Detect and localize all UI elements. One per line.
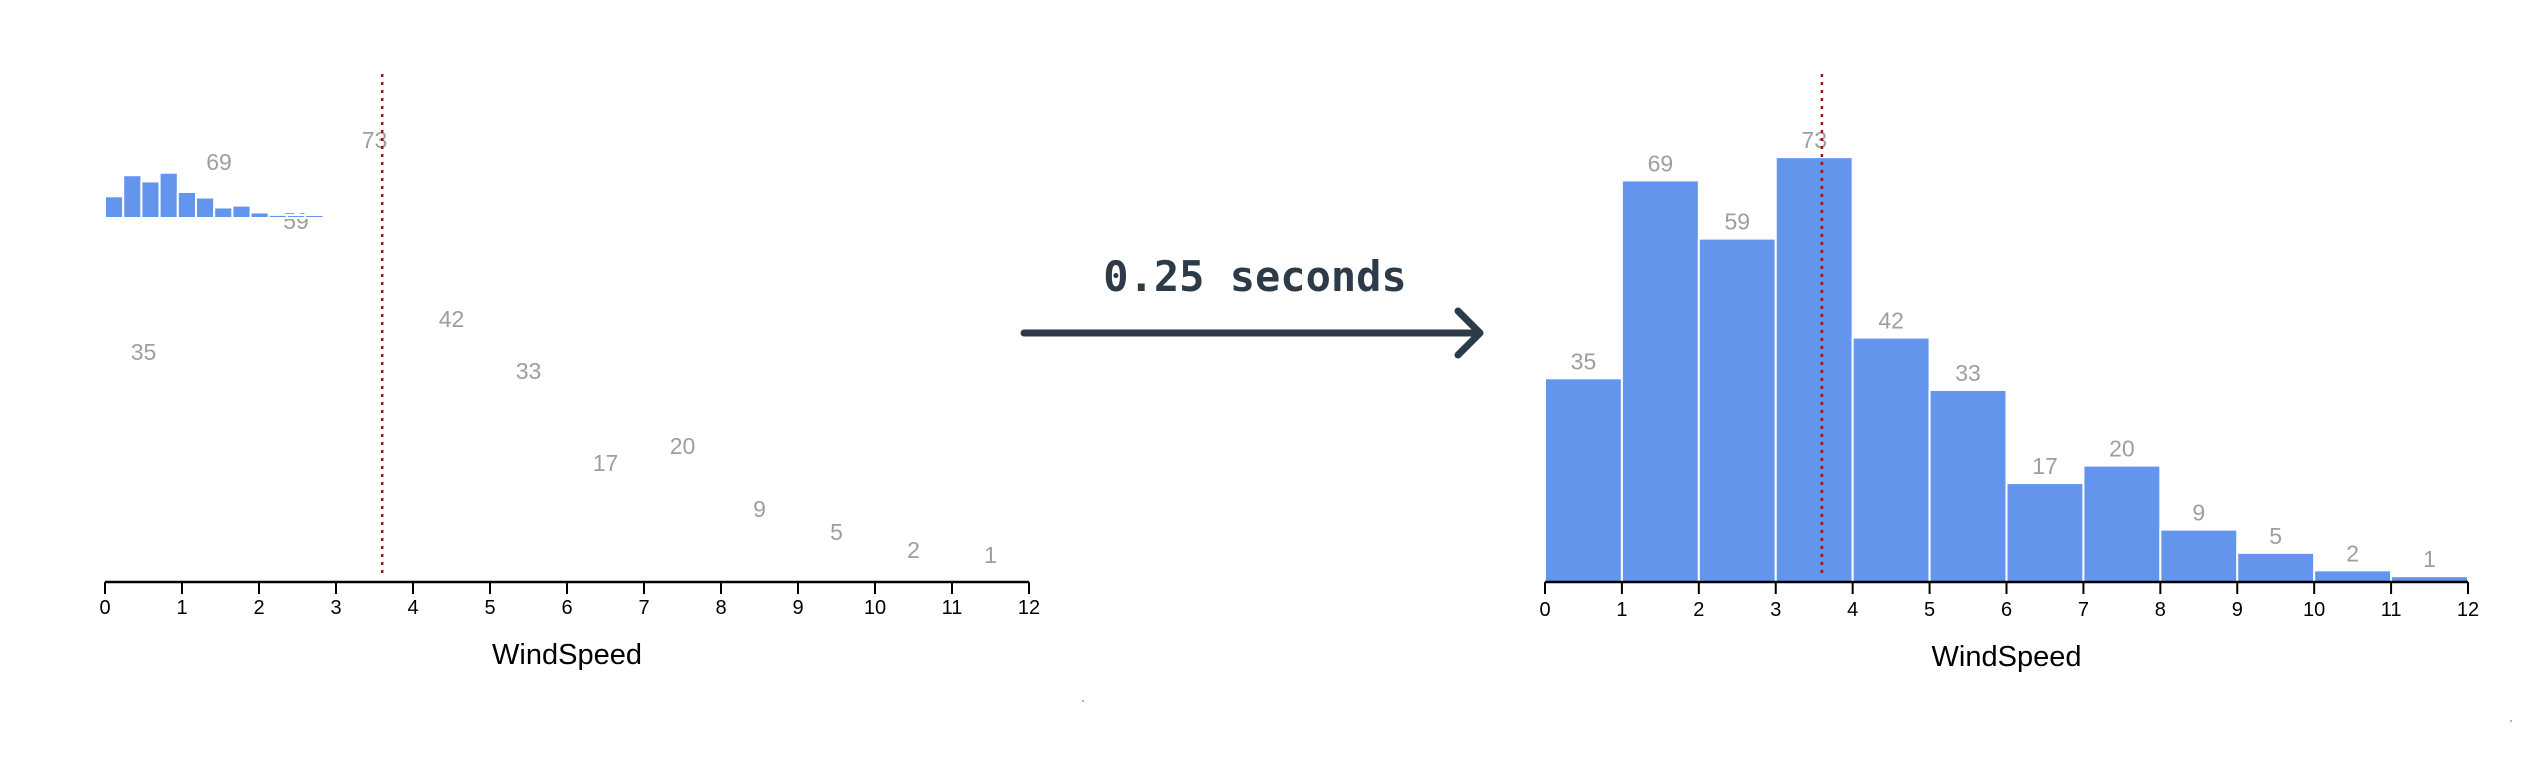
bar <box>176 190 198 220</box>
x-tick-label: 7 <box>638 597 649 619</box>
bar <box>122 174 143 219</box>
bar <box>304 214 325 219</box>
x-tick-label: 10 <box>2303 599 2325 621</box>
transition-arrow-group: 0.25 seconds <box>1020 252 1484 359</box>
bar-value-label: 5 <box>830 519 843 545</box>
x-tick-label: 8 <box>2155 599 2166 621</box>
x-tick-label: 8 <box>715 597 726 619</box>
x-tick-label: 1 <box>1616 599 1627 621</box>
x-tick-label: 4 <box>1847 599 1858 621</box>
bar-value-label: 59 <box>283 208 309 234</box>
x-tick-label: 5 <box>484 597 495 619</box>
x-tick-label: 10 <box>864 597 886 619</box>
bar <box>2313 569 2393 583</box>
bar <box>213 206 234 220</box>
bar-value-label: 33 <box>516 358 542 384</box>
bar <box>286 214 307 219</box>
bar <box>249 211 270 219</box>
x-tick-label: 0 <box>1539 599 1550 621</box>
bar-value-label: 5 <box>2269 523 2282 549</box>
stray-dot <box>2510 720 2512 722</box>
x-tick-label: 9 <box>2232 599 2243 621</box>
bar <box>2159 528 2239 583</box>
bar-value-label: 1 <box>2423 546 2436 572</box>
x-tick-label: 2 <box>1693 599 1704 621</box>
bar <box>1928 388 2008 583</box>
bar-value-label: 42 <box>1878 308 1904 334</box>
x-tick-label: 6 <box>2001 599 2012 621</box>
bar <box>158 171 179 220</box>
transition-label: 0.25 seconds <box>1103 252 1406 301</box>
x-tick-label: 11 <box>942 597 963 619</box>
bar-value-label: 20 <box>670 433 696 459</box>
x-tick-label: 9 <box>792 597 803 619</box>
bar-value-label: 33 <box>1955 360 1981 386</box>
bar <box>1620 179 1700 583</box>
bar-value-label: 17 <box>593 450 619 476</box>
x-axis-title: WindSpeed <box>1932 641 2082 673</box>
x-axis-title: WindSpeed <box>492 639 642 671</box>
bar <box>267 213 288 219</box>
stray-dot <box>1082 700 1084 702</box>
x-tick-label: 3 <box>330 597 341 619</box>
bar-value-label: 35 <box>1571 348 1597 374</box>
bar-value-label: 69 <box>206 149 232 175</box>
bar-value-label: 59 <box>1724 209 1750 235</box>
x-tick-label: 5 <box>1924 599 1935 621</box>
x-tick-label: 1 <box>176 597 187 619</box>
bar-value-label: 2 <box>907 537 920 563</box>
bar-value-label: 69 <box>1648 150 1674 176</box>
x-tick-label: 6 <box>561 597 572 619</box>
bar-value-label: 17 <box>2032 453 2058 479</box>
bar <box>104 195 125 220</box>
bar-value-label: 42 <box>439 306 465 332</box>
bar <box>1697 237 1777 583</box>
x-tick-label: 12 <box>1018 597 1040 619</box>
bar-value-label: 20 <box>2109 436 2135 462</box>
bar <box>1544 377 1623 583</box>
x-tick-label: 4 <box>407 597 418 619</box>
bar <box>2082 464 2162 584</box>
bar <box>195 196 216 219</box>
bar-value-label: 1 <box>984 542 997 568</box>
bar-value-label: 73 <box>1801 127 1827 153</box>
bar-value-label: 9 <box>2192 500 2205 526</box>
bar <box>2236 551 2316 584</box>
bar-value-label: 73 <box>362 127 388 153</box>
x-tick-label: 2 <box>253 597 264 619</box>
bar-value-label: 35 <box>131 339 157 365</box>
bar <box>231 204 252 220</box>
x-tick-label: 0 <box>99 597 110 619</box>
x-tick-label: 3 <box>1770 599 1781 621</box>
bar-value-label: 9 <box>753 496 766 522</box>
bar <box>140 180 161 219</box>
bar <box>1774 156 1854 583</box>
bar <box>1851 336 1931 583</box>
bar-value-label: 2 <box>2346 540 2359 566</box>
x-tick-label: 12 <box>2457 599 2479 621</box>
x-tick-label: 7 <box>2078 599 2089 621</box>
arrow-head-icon <box>1454 307 1484 359</box>
bar <box>2005 482 2085 583</box>
x-tick-label: 11 <box>2381 599 2402 621</box>
